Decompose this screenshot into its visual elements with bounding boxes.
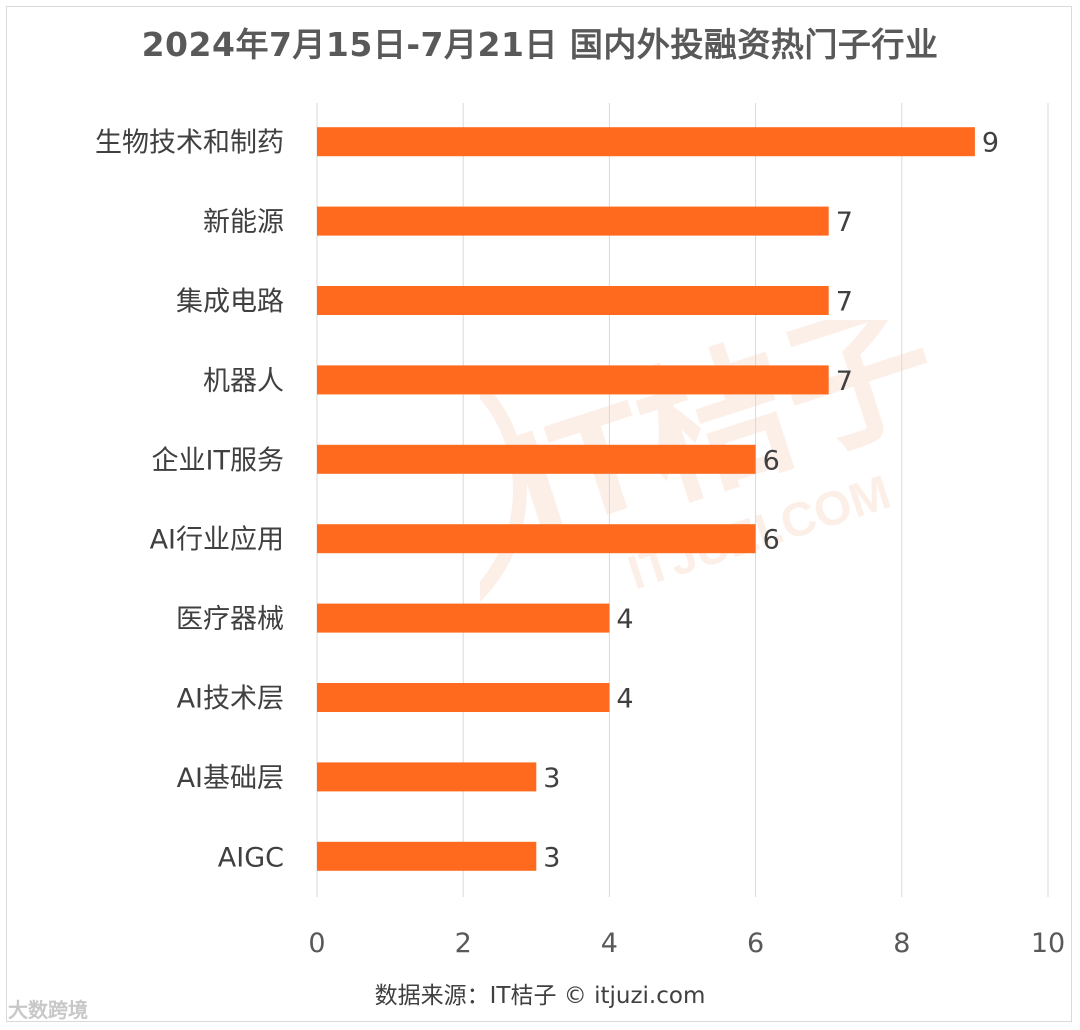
footer-watermark: 大数跨境 [8, 998, 88, 1022]
x-tick-label: 0 [308, 928, 325, 959]
data-label: 9 [982, 128, 999, 159]
source-note: 数据来源：IT桔子 © itjuzi.com [374, 983, 706, 1009]
bar [317, 762, 537, 792]
data-label: 4 [616, 604, 633, 635]
data-label: 3 [543, 763, 560, 794]
x-tick-label: 6 [747, 928, 764, 959]
bar [317, 841, 537, 871]
category-label: AIGC [218, 842, 284, 873]
value-labels: 9 7 7 7 6 6 4 4 3 3 [543, 128, 999, 874]
category-label: 机器人 [203, 366, 284, 397]
x-tick-label: 2 [455, 928, 472, 959]
x-tick-label: 4 [601, 928, 618, 959]
bar [317, 206, 829, 236]
category-label: AI基础层 [177, 763, 284, 794]
x-tick-label: 10 [1031, 928, 1065, 959]
category-label: 企业IT服务 [152, 445, 284, 476]
category-label: 生物技术和制药 [95, 128, 284, 159]
bar [317, 444, 756, 474]
data-label: 7 [836, 287, 853, 318]
data-label: 4 [616, 684, 633, 715]
data-label: 6 [763, 445, 780, 476]
category-label: AI技术层 [177, 684, 284, 715]
bar [317, 127, 975, 157]
x-tick-label: 8 [893, 928, 910, 959]
bar [317, 524, 756, 554]
chart-frame [6, 6, 1072, 1022]
bar [317, 365, 829, 395]
category-label: 集成电路 [176, 287, 284, 318]
data-label: 6 [763, 525, 780, 556]
category-label: AI行业应用 [150, 525, 284, 556]
x-tick-labels: 0 2 4 6 8 10 [308, 928, 1065, 959]
bars [317, 127, 975, 871]
data-label: 3 [543, 842, 560, 873]
category-label: 新能源 [203, 207, 284, 238]
category-label: 医疗器械 [176, 604, 284, 635]
data-label: 7 [836, 366, 853, 397]
bar [317, 603, 610, 633]
data-label: 7 [836, 207, 853, 238]
bar [317, 683, 610, 712]
bar [317, 286, 829, 315]
chart-title: 2024年7月15日-7月21日 国内外投融资热门子行业 [141, 25, 939, 64]
